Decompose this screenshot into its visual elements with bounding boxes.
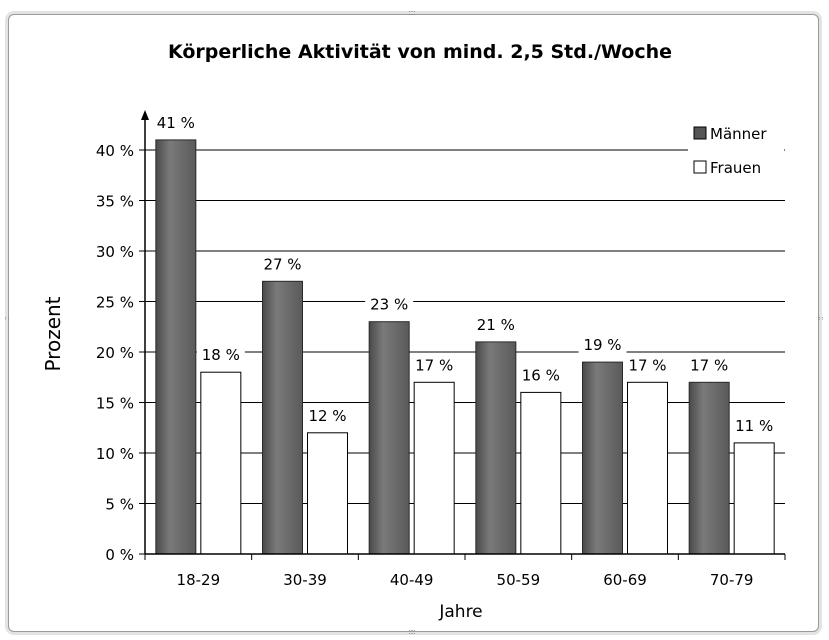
data-label-background (685, 355, 734, 376)
bar-frauen (733, 442, 775, 555)
y-tick-label: 20 % (96, 344, 134, 362)
data-label-maenner: 27 % (263, 255, 301, 273)
data-label-background (623, 355, 672, 376)
bar-frauen (307, 432, 348, 555)
bar-maenner (688, 381, 730, 555)
bar-maenner (475, 341, 517, 555)
bar-frauen (413, 381, 455, 555)
y-tick-label: 0 % (105, 546, 134, 564)
data-label-background (303, 405, 352, 426)
y-tick-label: 30 % (96, 243, 134, 261)
bar-maenner (582, 361, 623, 555)
data-label-background (730, 415, 779, 436)
bars (155, 139, 775, 555)
y-axis-label: Prozent (41, 296, 65, 371)
bar-maenner (155, 139, 197, 555)
data-label-background (578, 335, 627, 356)
y-tick-label: 25 % (96, 294, 134, 312)
data-label-frauen: 17 % (415, 356, 453, 374)
x-tick-label: 70-79 (710, 571, 754, 589)
chart-title: Körperliche Aktivität von mind. 2,5 Std.… (168, 41, 672, 63)
x-tick-label: 18-29 (177, 571, 221, 589)
bar-frauen (200, 371, 242, 555)
bar-frauen (520, 391, 562, 555)
resize-handle-right[interactable]: :: (817, 316, 826, 320)
data-label-maenner: 23 % (370, 296, 408, 314)
data-labels: 41 % 18 % 27 % 12 % 23 % 17 % 21 % 16 % 19 % 17 %… (151, 112, 779, 436)
data-label-background (258, 254, 307, 275)
x-axis-label: Jahre (438, 602, 482, 622)
y-tick-label: 35 % (96, 193, 134, 211)
data-label-maenner: 41 % (157, 114, 195, 132)
legend-label-maenner: Männer (710, 125, 767, 143)
x-tick-label: 60-69 (603, 571, 647, 589)
data-label-frauen: 12 % (308, 407, 346, 425)
x-tick-label: 30-39 (283, 571, 327, 589)
x-tick-label: 40-49 (390, 571, 434, 589)
data-label-background (196, 345, 245, 366)
resize-handle-left[interactable]: :: (3, 316, 12, 320)
y-tick-label: 40 % (96, 142, 134, 160)
bar-frauen (627, 381, 668, 555)
y-tick-label: 15 % (96, 395, 134, 413)
axes: 0 % 5 % 10 % 15 % 20 % 25 % 30 % 35 % 40 % 18-29 3… (96, 110, 786, 589)
bar-maenner (262, 280, 303, 555)
legend-swatch-frauen (693, 160, 707, 174)
bar-maenner (368, 321, 410, 555)
resize-handle-top[interactable]: :::: (408, 8, 416, 17)
data-label-background (410, 355, 459, 376)
data-label-frauen: 18 % (202, 346, 240, 364)
legend-swatch-maenner (693, 126, 707, 140)
legend: Männer Frauen (688, 118, 784, 178)
y-tick-label: 10 % (96, 445, 134, 463)
data-label-background (471, 314, 520, 335)
data-label-frauen: 11 % (735, 417, 773, 435)
data-label-maenner: 17 % (690, 356, 728, 374)
gridlines (145, 149, 785, 504)
data-label-background (516, 365, 565, 386)
y-tick-label: 5 % (105, 496, 134, 514)
data-label-background (151, 112, 200, 133)
y-axis-arrow (141, 110, 149, 120)
legend-label-frauen: Frauen (710, 159, 761, 177)
data-label-background (365, 294, 414, 315)
data-label-maenner: 21 % (477, 316, 515, 334)
x-tick-label: 50-59 (497, 571, 541, 589)
resize-handle-bottom[interactable]: :::: (408, 627, 416, 636)
data-label-frauen: 17 % (628, 356, 666, 374)
data-label-maenner: 19 % (583, 336, 621, 354)
data-label-frauen: 16 % (522, 366, 560, 384)
